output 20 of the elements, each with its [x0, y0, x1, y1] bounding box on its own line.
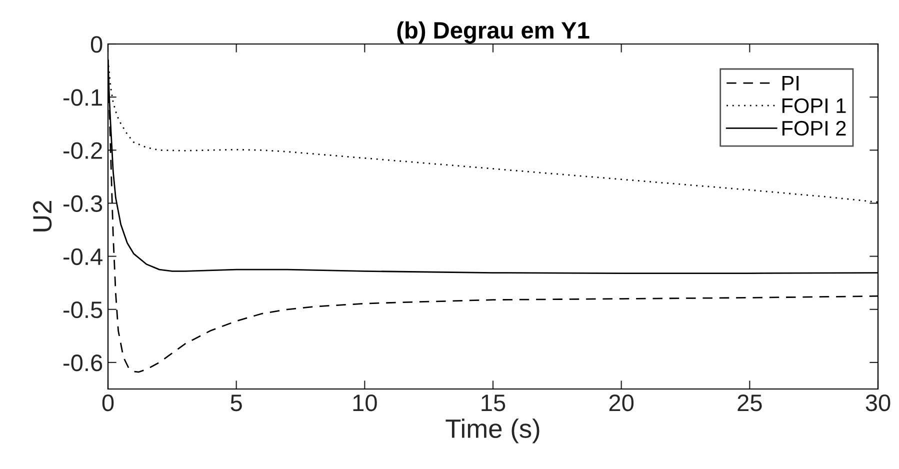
y-tick-label: -0.4 — [64, 248, 102, 266]
chart-title: (b) Degrau em Y1 — [397, 21, 590, 44]
x-tick-label: 5 — [230, 394, 242, 412]
x-tick-label: 0 — [102, 394, 114, 412]
y-tick-label: -0.1 — [64, 89, 102, 106]
y-tick-label: 0 — [90, 36, 102, 53]
y-tick-label: -0.5 — [64, 301, 102, 318]
x-tick-label: 15 — [482, 394, 506, 412]
y-tick-label: -0.3 — [64, 195, 102, 212]
legend-label: PI — [782, 76, 799, 90]
y-axis-title: U2 — [33, 200, 52, 232]
x-tick-label: 30 — [866, 394, 890, 412]
x-tick-label: 10 — [353, 394, 377, 412]
y-tick-label: -0.2 — [64, 142, 102, 159]
x-tick-label: 25 — [738, 394, 762, 412]
y-tick-label: -0.6 — [64, 354, 102, 372]
x-tick-label: 20 — [609, 394, 634, 412]
legend-label: FOPI 1 — [782, 98, 846, 114]
legend-label: FOPI 2 — [782, 120, 846, 136]
x-axis-title: Time (s) — [446, 418, 540, 444]
